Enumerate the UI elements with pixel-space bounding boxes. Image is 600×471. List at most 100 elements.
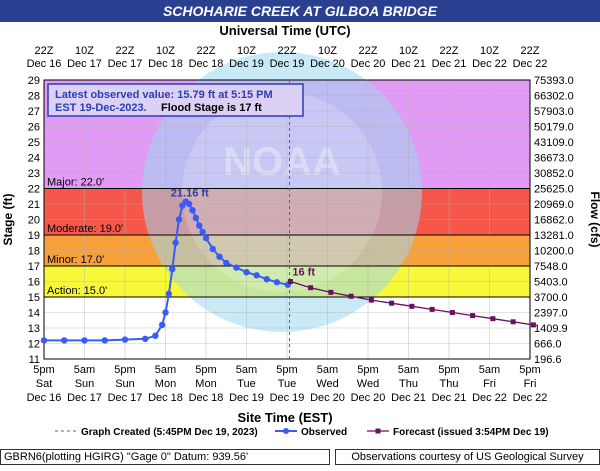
flow-tick-label: 13281.0 <box>534 230 574 242</box>
noaa-watermark-icon <box>142 52 422 332</box>
observed-point <box>189 207 196 214</box>
flow-tick-label: 57903.0 <box>534 106 574 118</box>
top-tick-date: Dec 18 <box>189 58 224 70</box>
bottom-tick-day: Tue <box>278 378 297 390</box>
flow-tick-label: 43109.0 <box>534 137 574 149</box>
forecast-point <box>510 319 516 325</box>
bottom-tick-date: Dec 20 <box>351 392 386 404</box>
top-tick-time: 22Z <box>359 45 378 57</box>
page-title: SCHOHARIE CREEK AT GILBOA BRIDGE <box>0 0 600 22</box>
observed-point <box>233 264 240 271</box>
y-tick-label: 11 <box>29 354 40 366</box>
legend-observed-marker <box>283 428 289 434</box>
legend-forecast-marker <box>375 428 381 434</box>
bottom-tick-date: Dec 20 <box>310 392 345 404</box>
flow-tick-label: 10200.0 <box>534 246 574 258</box>
bottom-tick-time: 5am <box>317 364 338 376</box>
flow-tick-label: 196.6 <box>534 354 562 366</box>
bottom-tick-date: Dec 21 <box>391 392 426 404</box>
bottom-tick-day: Tue <box>237 378 256 390</box>
top-tick-date: Dec 20 <box>351 58 386 70</box>
bottom-tick-date: Dec 21 <box>432 392 467 404</box>
top-tick-time: 10Z <box>318 45 337 57</box>
bottom-tick-date: Dec 22 <box>472 392 507 404</box>
top-tick-date: Dec 16 <box>27 58 62 70</box>
top-tick-time: 22Z <box>197 45 216 57</box>
forecast-point <box>348 293 354 299</box>
y-tick-label: 29 <box>28 75 40 87</box>
observed-point <box>209 245 216 253</box>
bottom-tick-time: 5am <box>398 364 419 376</box>
bottom-tick-day: Fri <box>483 378 496 390</box>
bottom-tick-time: 5am <box>236 364 257 376</box>
flow-tick-label: 666.0 <box>534 339 562 351</box>
observed-point <box>216 253 223 260</box>
y-tick-label: 16 <box>28 277 40 289</box>
observed-point <box>263 275 270 283</box>
top-tick-date: Dec 20 <box>310 58 345 70</box>
observed-point <box>172 239 179 246</box>
flow-tick-label: 20969.0 <box>534 199 574 211</box>
y-tick-label: 17 <box>28 261 40 273</box>
y-tick-label: 19 <box>28 230 40 242</box>
forecast-point <box>368 297 374 303</box>
y-axis-title: Stage (ft) <box>1 194 15 246</box>
legend-observed-text: Observed <box>301 427 347 438</box>
flow-tick-label: 66302.0 <box>534 91 574 103</box>
bottom-tick-time: 5am <box>155 364 176 376</box>
forecast-point <box>470 313 476 319</box>
forecast-point <box>287 279 293 284</box>
flow-tick-label: 36673.0 <box>534 153 574 165</box>
top-tick-time: 22Z <box>278 45 297 57</box>
bottom-tick-day: Mon <box>195 378 216 390</box>
y-tick-label: 21 <box>28 199 40 211</box>
bottom-tick-day: Mon <box>155 378 176 390</box>
bottom-tick-day: Wed <box>357 378 379 390</box>
latest-observation-box <box>47 83 304 117</box>
flood-category-label: Minor: 17.0' <box>47 254 104 266</box>
y-tick-label: 27 <box>28 106 40 118</box>
top-tick-date: Dec 17 <box>108 58 143 70</box>
y-tick-label: 12 <box>28 339 40 351</box>
y-tick-label: 22 <box>28 184 40 196</box>
top-tick-time: 10Z <box>399 45 418 57</box>
bottom-tick-time: 5pm <box>519 364 540 376</box>
observed-point <box>61 337 68 344</box>
noaa-watermark-inner <box>182 92 382 292</box>
bottom-tick-time: 5pm <box>357 364 378 376</box>
y-tick-label: 14 <box>28 308 40 320</box>
y-tick-label: 26 <box>28 122 40 134</box>
observed-point <box>175 216 183 223</box>
legend-forecast-text: Forecast (issued 3:54PM Dec 19) <box>393 427 549 438</box>
hydrograph-chart: NOAA Major: 22.0' Moderate: 19.0' Minor: 17… <box>1 23 600 438</box>
observed-point <box>162 309 169 316</box>
bottom-tick-time: 5pm <box>276 364 297 376</box>
top-tick-date: Dec 19 <box>270 58 305 70</box>
top-axis-title: Universal Time (UTC) <box>219 23 350 38</box>
y-tick-label: 15 <box>28 292 40 304</box>
bottom-tick-date: Dec 19 <box>229 392 264 404</box>
top-tick-time: 10Z <box>237 45 256 57</box>
bottom-tick-date: Dec 16 <box>27 392 62 404</box>
bottom-tick-day: Wed <box>316 378 338 390</box>
top-tick-time: 22Z <box>440 45 459 57</box>
bottom-tick-time: 5pm <box>438 364 459 376</box>
noaa-watermark-letters: NOAA <box>223 140 341 184</box>
observed-point <box>192 214 200 222</box>
observed-point <box>253 272 260 279</box>
observed-point <box>158 321 166 329</box>
peak-label: 21.16 ft <box>171 188 209 200</box>
observed-point <box>152 332 159 339</box>
observed-point <box>101 337 108 344</box>
forecast-point <box>328 289 334 295</box>
observed-point <box>196 222 203 229</box>
flow-tick-label: 30852.0 <box>534 168 574 180</box>
observed-point <box>169 265 176 273</box>
flood-category-label: Moderate: 19.0' <box>47 223 123 235</box>
bottom-tick-time: 5pm <box>195 364 216 376</box>
flow-tick-label: 25625.0 <box>534 184 574 196</box>
top-tick-date: Dec 19 <box>229 58 264 70</box>
flow-tick-label: 16862.0 <box>534 215 574 227</box>
flow-tick-label: 75393.0 <box>534 75 574 87</box>
top-tick-time: 10Z <box>75 45 94 57</box>
